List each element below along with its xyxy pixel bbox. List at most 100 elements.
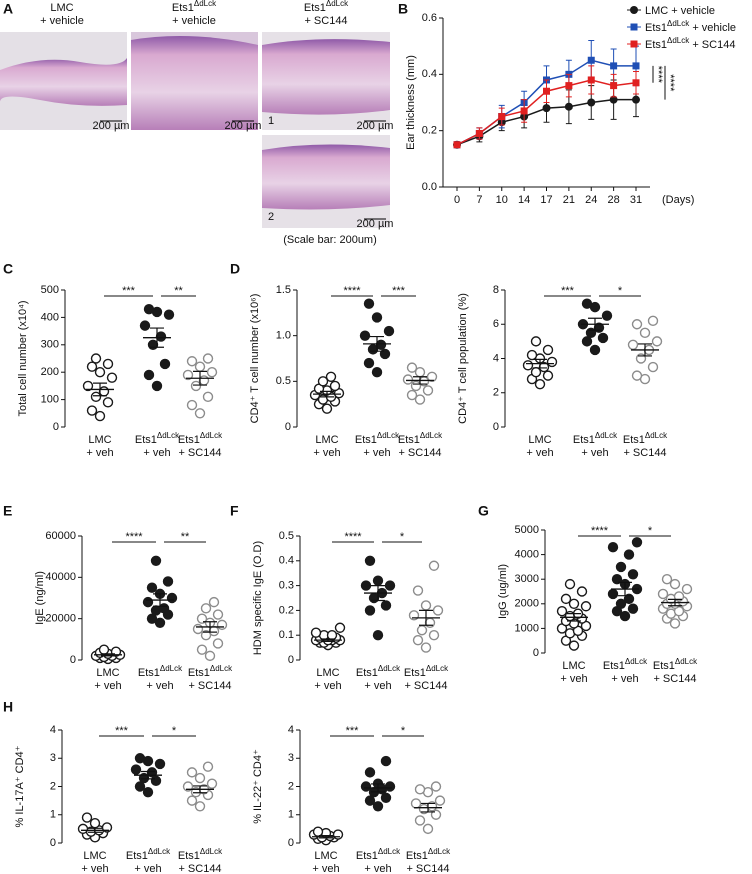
data-point	[186, 399, 198, 411]
x-tick-label: + veh	[364, 680, 391, 692]
data-point	[568, 640, 580, 651]
data-point	[321, 403, 333, 414]
data-point	[430, 781, 442, 792]
x-tick-label: Ets1ΔdLck	[178, 847, 223, 862]
histology-images	[0, 32, 390, 228]
point	[610, 62, 618, 70]
significance-label: ****	[591, 525, 609, 537]
x-tick-label: LMC	[315, 434, 338, 446]
data-point	[359, 330, 371, 341]
data-point	[194, 801, 206, 812]
x-tick-label: + SC144	[623, 447, 666, 459]
data-point	[406, 362, 418, 373]
data-point	[150, 555, 162, 566]
panel-letter: H	[3, 699, 13, 715]
data-point	[623, 593, 635, 605]
image-number: 2	[268, 211, 274, 223]
x-tick-label: Ets1ΔdLck	[398, 431, 443, 446]
data-point	[192, 623, 204, 635]
x-tick-label: Ets1ΔdLck	[356, 847, 401, 862]
data-point	[154, 758, 166, 770]
y-tick-label: 2	[50, 780, 56, 792]
data-point	[196, 613, 208, 624]
sem-bar	[320, 390, 334, 398]
data-point	[194, 772, 206, 784]
image-header: Ets1ΔdLck	[304, 0, 349, 14]
data-point	[202, 761, 214, 772]
data-point	[154, 617, 166, 628]
data-point	[142, 786, 154, 798]
x-tick-label: + veh	[143, 447, 170, 459]
data-point	[647, 315, 659, 327]
data-point	[619, 610, 631, 622]
y-tick-label: 2	[288, 780, 294, 792]
y-tick-label: 1	[50, 809, 56, 821]
y-tick-label: 8	[493, 284, 499, 296]
y-axis-label: CD4⁺ T cell population (%)	[457, 293, 469, 424]
data-point	[102, 397, 114, 408]
data-point	[212, 638, 224, 649]
panel-letter: E	[3, 503, 12, 519]
data-point	[546, 356, 558, 368]
data-point	[146, 613, 158, 624]
significance-label: **	[174, 285, 183, 297]
y-tick-label: 0.5	[276, 375, 291, 387]
data-point	[384, 781, 396, 792]
x-tick-label: LMC	[96, 667, 119, 679]
x-tick-label: Ets1ΔdLck	[138, 664, 183, 679]
data-point	[200, 603, 212, 614]
data-point	[375, 339, 387, 350]
data-point	[90, 391, 102, 403]
significance-label: ***	[346, 725, 360, 737]
y-tick-label: 4000	[515, 549, 539, 561]
data-point	[206, 778, 218, 789]
data-point	[432, 605, 444, 616]
data-point	[363, 357, 375, 369]
x-tick-label: + SC144	[653, 673, 696, 685]
point	[543, 87, 550, 95]
data-point	[89, 818, 101, 829]
point	[587, 76, 595, 84]
x-tick-label: LMC	[83, 850, 106, 862]
legend-label: Ets1ΔdLck + SC144	[645, 36, 735, 51]
x-tick-label: Ets1ΔdLck	[126, 847, 171, 862]
tissue	[0, 58, 127, 106]
data-point	[526, 349, 538, 361]
significance-label: *	[172, 725, 177, 737]
panel-letter: D	[230, 261, 240, 277]
data-point	[98, 386, 110, 397]
data-point	[182, 369, 194, 381]
data-point	[186, 767, 198, 778]
x-tick-label: + veh	[364, 863, 391, 874]
x-tick-label: LMC	[316, 667, 339, 679]
x-tick-label: + veh	[526, 447, 553, 459]
x-tick-label: Ets1ΔdLck	[356, 664, 401, 679]
data-point	[162, 576, 174, 587]
x-tick-label: LMC	[528, 434, 551, 446]
significance-label: ****	[652, 66, 664, 84]
sem-bar	[141, 770, 155, 780]
x-tick-label: + SC144	[178, 863, 221, 874]
x-tick-label: 28	[608, 194, 620, 206]
data-point	[420, 642, 432, 653]
sem-bar	[668, 598, 682, 607]
data-point	[77, 823, 89, 835]
data-point	[190, 380, 202, 392]
data-point	[422, 385, 434, 396]
data-point	[90, 353, 102, 364]
panel-letter: F	[230, 503, 239, 519]
x-tick-label: + SC144	[406, 863, 449, 874]
sem-bar	[421, 802, 435, 813]
data-point	[317, 376, 329, 387]
data-point	[194, 408, 206, 419]
point	[632, 95, 640, 104]
data-point	[428, 560, 440, 571]
x-tick-label: + veh	[134, 863, 161, 874]
sem-bar	[371, 585, 385, 602]
legend-label: Ets1ΔdLck + vehicle	[645, 19, 736, 34]
panel-letter: G	[478, 503, 489, 519]
data-point	[673, 591, 685, 602]
scale-label: 200 µm	[93, 120, 130, 132]
data-point	[607, 588, 619, 600]
